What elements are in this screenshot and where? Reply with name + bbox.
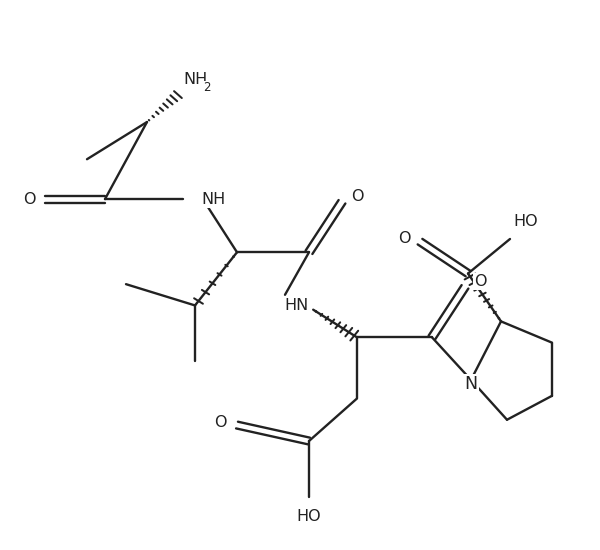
Text: HO: HO <box>296 509 322 524</box>
Text: HN: HN <box>285 298 309 313</box>
Text: Short peptide (Ala-Val-Asp-Pro): Short peptide (Ala-Val-Asp-Pro) <box>267 25 555 44</box>
Text: 2: 2 <box>203 81 210 94</box>
Text: O: O <box>214 415 226 430</box>
Text: O: O <box>398 232 411 246</box>
Text: HO: HO <box>513 214 538 229</box>
Text: NH: NH <box>183 73 207 87</box>
Text: O: O <box>351 189 364 204</box>
Text: O: O <box>474 274 487 289</box>
Text: NH: NH <box>201 191 225 207</box>
Text: O: O <box>23 191 36 207</box>
Text: N: N <box>464 375 478 393</box>
